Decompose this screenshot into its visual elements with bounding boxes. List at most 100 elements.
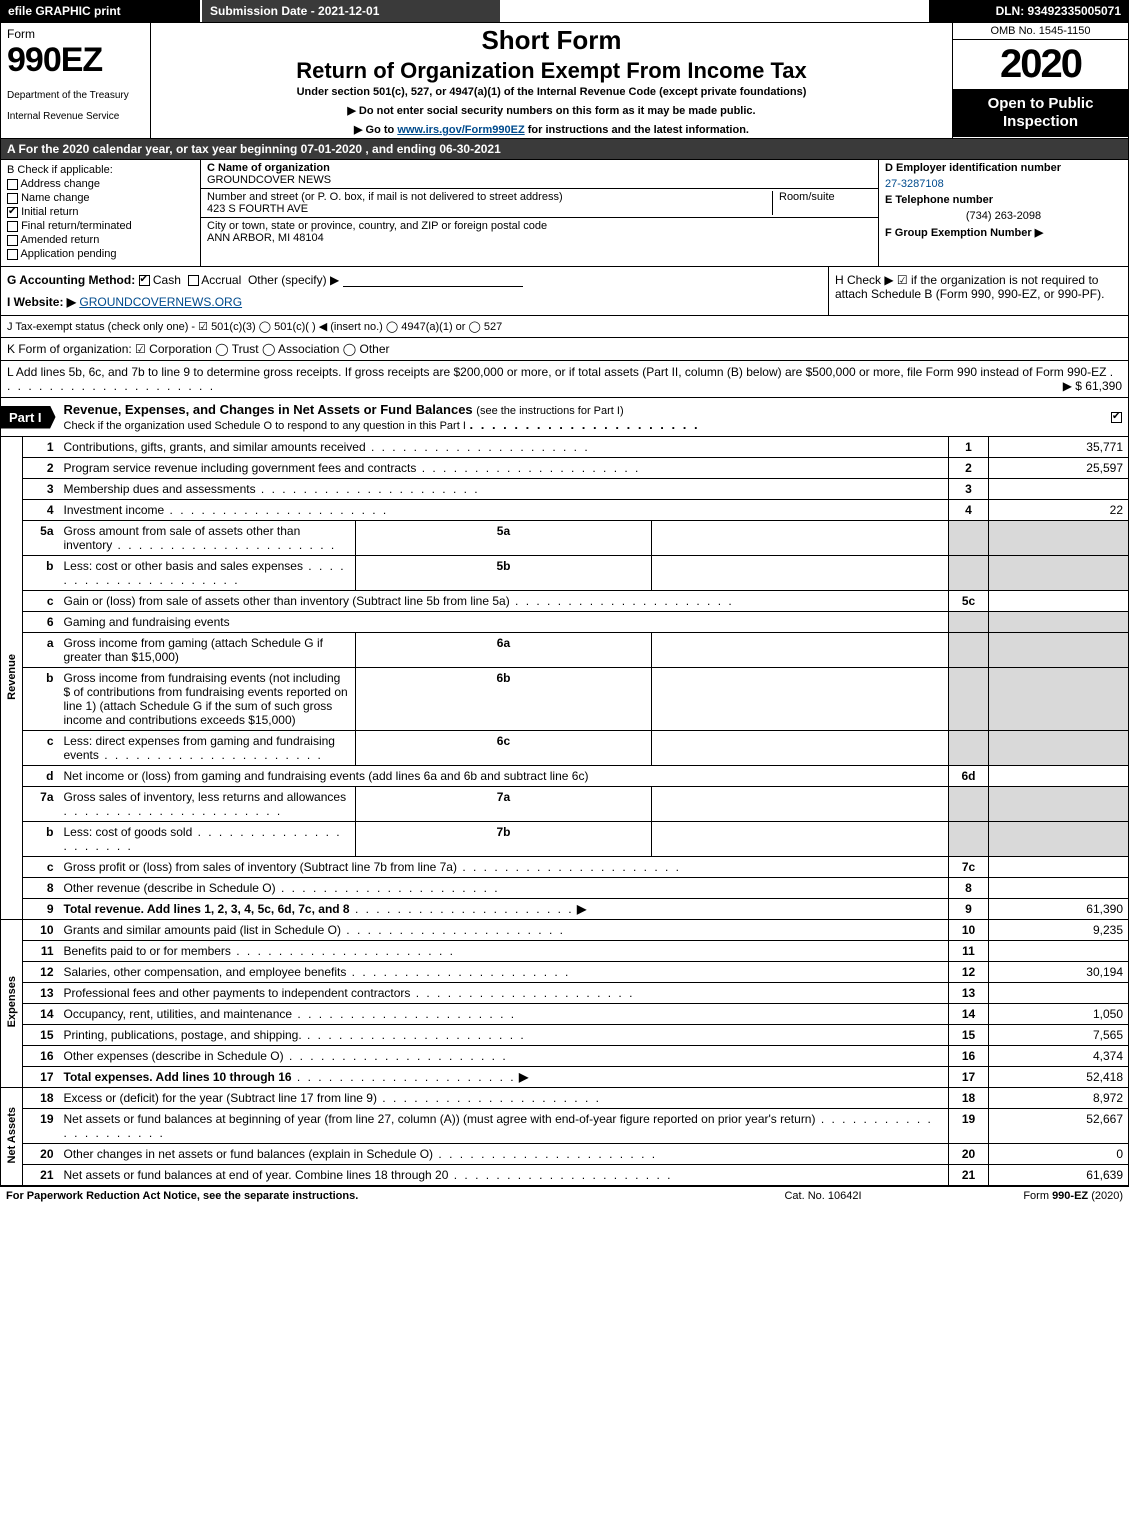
amt-6a-grey bbox=[989, 633, 1129, 668]
row-1: Revenue 1 Contributions, gifts, grants, … bbox=[1, 437, 1129, 458]
amt-20: 0 bbox=[989, 1144, 1129, 1165]
amt-11 bbox=[989, 941, 1129, 962]
ln-15: 15 bbox=[23, 1025, 59, 1046]
header-center: Short Form Return of Organization Exempt… bbox=[151, 23, 953, 138]
row-17: 17 Total expenses. Add lines 10 through … bbox=[1, 1067, 1129, 1088]
amt-6-grey bbox=[989, 612, 1129, 633]
rn-7c: 7c bbox=[949, 857, 989, 878]
amt-7c bbox=[989, 857, 1129, 878]
rn-21: 21 bbox=[949, 1165, 989, 1186]
chk-accrual[interactable] bbox=[188, 275, 199, 286]
rn-14: 14 bbox=[949, 1004, 989, 1025]
tax-year: 2020 bbox=[953, 40, 1128, 89]
irs-link[interactable]: www.irs.gov/Form990EZ bbox=[397, 124, 524, 136]
part1-checkbox[interactable] bbox=[1111, 410, 1128, 424]
ln-6a: a bbox=[23, 633, 59, 668]
row-6b: b Gross income from fundraising events (… bbox=[1, 668, 1129, 731]
row-gh: G Accounting Method: Cash Accrual Other … bbox=[0, 267, 1129, 316]
footer-left: For Paperwork Reduction Act Notice, see … bbox=[6, 1190, 723, 1202]
subval-6a bbox=[652, 633, 949, 668]
tel-value: (734) 263-2098 bbox=[966, 210, 1041, 222]
amt-3 bbox=[989, 479, 1129, 500]
desc-8: Other revenue (describe in Schedule O) bbox=[64, 881, 276, 895]
amt-8 bbox=[989, 878, 1129, 899]
return-title: Return of Organization Exempt From Incom… bbox=[157, 58, 946, 84]
goto-pre: ▶ Go to bbox=[354, 124, 397, 136]
footer-catalog: Cat. No. 10642I bbox=[723, 1190, 923, 1202]
row-4: 4 Investment income 4 22 bbox=[1, 500, 1129, 521]
amt-15: 7,565 bbox=[989, 1025, 1129, 1046]
row-7c: c Gross profit or (loss) from sales of i… bbox=[1, 857, 1129, 878]
rn-12: 12 bbox=[949, 962, 989, 983]
form-number: 990EZ bbox=[7, 41, 144, 80]
amt-1: 35,771 bbox=[989, 437, 1129, 458]
row-5a: 5a Gross amount from sale of assets othe… bbox=[1, 521, 1129, 556]
chk-name-change-label: Name change bbox=[21, 192, 90, 204]
chk-cash[interactable] bbox=[139, 275, 150, 286]
amt-21: 61,639 bbox=[989, 1165, 1129, 1186]
rn-17: 17 bbox=[949, 1067, 989, 1088]
subval-5b bbox=[652, 556, 949, 591]
ln-3: 3 bbox=[23, 479, 59, 500]
amt-18: 8,972 bbox=[989, 1088, 1129, 1109]
rn-15: 15 bbox=[949, 1025, 989, 1046]
row-6a: a Gross income from gaming (attach Sched… bbox=[1, 633, 1129, 668]
chk-application-pending[interactable]: Application pending bbox=[7, 248, 194, 260]
desc-9: Total revenue. Add lines 1, 2, 3, 4, 5c,… bbox=[64, 902, 350, 916]
subnum-7a: 7a bbox=[355, 787, 652, 822]
rn-7b-grey bbox=[949, 822, 989, 857]
ln-20: 20 bbox=[23, 1144, 59, 1165]
cash-label: Cash bbox=[153, 273, 181, 287]
row-18: Net Assets 18 Excess or (deficit) for th… bbox=[1, 1088, 1129, 1109]
chk-name-change[interactable]: Name change bbox=[7, 192, 194, 204]
subnum-5b: 5b bbox=[355, 556, 652, 591]
ln-9: 9 bbox=[23, 899, 59, 920]
chk-application-pending-label: Application pending bbox=[20, 248, 116, 260]
group-exemption-label: F Group Exemption Number ▶ bbox=[885, 227, 1043, 239]
line-g: G Accounting Method: Cash Accrual Other … bbox=[7, 273, 822, 287]
side-revenue: Revenue bbox=[1, 437, 23, 920]
amt-5c bbox=[989, 591, 1129, 612]
amt-6b-grey bbox=[989, 668, 1129, 731]
chk-amended-return[interactable]: Amended return bbox=[7, 234, 194, 246]
line-g-label: G Accounting Method: bbox=[7, 273, 135, 287]
desc-17: Total expenses. Add lines 10 through 16 bbox=[64, 1070, 292, 1084]
rn-7a-grey bbox=[949, 787, 989, 822]
org-name-row: C Name of organization GROUNDCOVER NEWS bbox=[201, 160, 878, 189]
open-inspection: Open to Public Inspection bbox=[953, 89, 1128, 137]
desc-5c: Gain or (loss) from sale of assets other… bbox=[64, 594, 510, 608]
other-label: Other (specify) ▶ bbox=[248, 273, 339, 287]
amt-5b-grey bbox=[989, 556, 1129, 591]
other-specify-input[interactable] bbox=[343, 273, 523, 287]
row-7a: 7a Gross sales of inventory, less return… bbox=[1, 787, 1129, 822]
gh-left: G Accounting Method: Cash Accrual Other … bbox=[1, 267, 828, 315]
ln-5c: c bbox=[23, 591, 59, 612]
subnum-7b: 7b bbox=[355, 822, 652, 857]
row-5c: c Gain or (loss) from sale of assets oth… bbox=[1, 591, 1129, 612]
row-7b: b Less: cost of goods sold 7b bbox=[1, 822, 1129, 857]
desc-6a: Gross income from gaming (attach Schedul… bbox=[64, 636, 323, 664]
ln-2: 2 bbox=[23, 458, 59, 479]
chk-address-change[interactable]: Address change bbox=[7, 178, 194, 190]
rn-6b-grey bbox=[949, 668, 989, 731]
row-3: 3 Membership dues and assessments 3 bbox=[1, 479, 1129, 500]
chk-initial-return[interactable]: Initial return bbox=[7, 206, 194, 218]
amt-2: 25,597 bbox=[989, 458, 1129, 479]
desc-2: Program service revenue including govern… bbox=[64, 461, 417, 475]
subval-5a bbox=[652, 521, 949, 556]
line-j: J Tax-exempt status (check only one) - ☑… bbox=[0, 316, 1129, 338]
chk-final-return[interactable]: Final return/terminated bbox=[7, 220, 194, 232]
desc-20: Other changes in net assets or fund bala… bbox=[64, 1147, 434, 1161]
desc-7b: Less: cost of goods sold bbox=[64, 825, 193, 839]
amt-17: 52,418 bbox=[989, 1067, 1129, 1088]
website-link[interactable]: GROUNDCOVERNEWS.ORG bbox=[79, 295, 242, 309]
rn-4: 4 bbox=[949, 500, 989, 521]
row-10: Expenses 10 Grants and similar amounts p… bbox=[1, 920, 1129, 941]
amt-4: 22 bbox=[989, 500, 1129, 521]
ln-8: 8 bbox=[23, 878, 59, 899]
addr-row: Number and street (or P. O. box, if mail… bbox=[201, 189, 878, 218]
website-label: I Website: ▶ bbox=[7, 295, 76, 309]
side-expenses: Expenses bbox=[1, 920, 23, 1088]
ln-21: 21 bbox=[23, 1165, 59, 1186]
rn-5b-grey bbox=[949, 556, 989, 591]
